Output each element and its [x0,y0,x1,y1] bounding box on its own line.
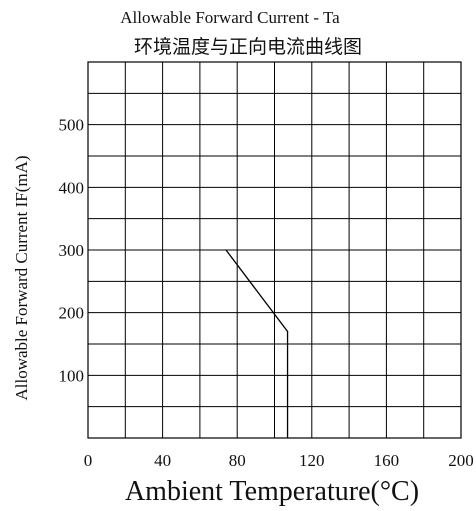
y-tick-label: 500 [59,116,85,135]
y-tick-label: 200 [59,304,85,323]
plot-frame [87,61,462,439]
x-axis-label: Ambient Temperature(°C) [125,476,419,507]
y-tick-labels: 100 200 300 400 500 [59,116,85,386]
y-axis-label: Allowable Forward Current IF(mA) [12,155,31,400]
x-tick-label: 40 [154,451,171,470]
y-tick-label: 300 [59,241,85,260]
x-tick-label: 0 [84,451,93,470]
x-tick-label: 120 [299,451,325,470]
x-tick-labels: 0 40 80 120 160 200 [84,451,474,470]
chart-title: Allowable Forward Current - Ta [120,8,340,27]
x-tick-label: 80 [229,451,246,470]
y-tick-label: 400 [59,178,85,197]
chart-subtitle: 环境温度与正向电流曲线图 [134,36,362,58]
grid-lines [88,62,461,438]
series-point [286,330,289,333]
series-point [225,249,227,251]
series-group [225,249,289,439]
x-tick-label: 200 [448,451,474,470]
y-tick-label: 100 [59,366,85,385]
x-tick-label: 160 [374,451,400,470]
series-point [286,437,289,439]
